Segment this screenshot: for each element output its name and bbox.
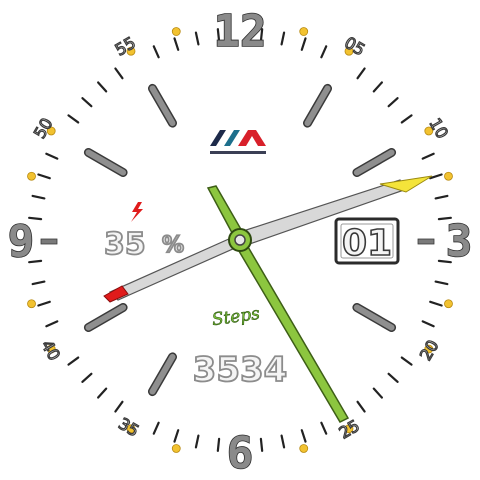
minute-tick xyxy=(97,387,108,399)
minute-tick xyxy=(28,216,43,221)
battery-unit: % xyxy=(162,233,184,258)
minute-tick xyxy=(300,37,307,51)
minute-tick xyxy=(216,28,221,43)
hour-dot xyxy=(344,46,354,56)
brand-logo-icon xyxy=(210,130,266,154)
minute-tick xyxy=(400,356,413,366)
second-hand xyxy=(103,175,433,303)
minute-tick xyxy=(372,81,383,93)
minute-tick xyxy=(45,320,59,328)
hour-bar xyxy=(353,304,395,331)
hour-bar xyxy=(353,149,395,176)
hour-dot xyxy=(27,171,36,181)
numeral-3-dash xyxy=(417,238,435,245)
minute-tick xyxy=(421,320,435,328)
minute-tick xyxy=(31,194,46,200)
minute-hand xyxy=(235,238,350,423)
date-day: 01 xyxy=(342,223,392,264)
hour-bar xyxy=(85,304,127,331)
minute-tick xyxy=(259,437,264,452)
minute-tick xyxy=(372,387,383,399)
hour-bar xyxy=(149,353,176,395)
minute-tick-marks xyxy=(28,28,452,452)
hour-bar xyxy=(149,85,176,127)
minute-tick xyxy=(81,97,93,108)
hour-dot xyxy=(344,424,354,434)
minute-tick xyxy=(387,97,399,108)
hour-dot xyxy=(171,27,181,36)
minute-tick xyxy=(173,429,180,443)
numeral-6: 6 xyxy=(227,428,254,479)
minute-tick xyxy=(320,421,328,435)
numeral-9-dash xyxy=(40,238,58,245)
minute-tick xyxy=(429,173,443,180)
hour-dot xyxy=(171,444,181,453)
hour-dot xyxy=(299,444,309,453)
minute-tick xyxy=(37,173,51,180)
hour-dot xyxy=(299,27,309,36)
minute-tick xyxy=(437,216,452,221)
date-window xyxy=(334,217,400,265)
numeral-9: 9 xyxy=(8,216,35,267)
minute-tick xyxy=(434,194,449,200)
minute-tick xyxy=(152,45,160,59)
minute-tick xyxy=(114,67,124,80)
hour-dot xyxy=(424,126,434,136)
minute-label-55: 55 xyxy=(112,33,139,60)
hour-bar xyxy=(85,149,127,176)
hour-dot xyxy=(444,171,453,181)
minute-tick xyxy=(173,37,180,51)
minute-label-10: 10 xyxy=(425,115,452,142)
battery-percent: 35 xyxy=(104,227,146,262)
minute-label-20: 20 xyxy=(416,337,443,364)
hour-dot xyxy=(46,126,56,136)
minute-tick xyxy=(114,400,124,413)
minute-label-35: 35 xyxy=(115,414,142,441)
minute-label-40: 40 xyxy=(37,337,64,364)
numeral-12: 12 xyxy=(214,6,267,57)
minute-tick xyxy=(67,356,80,366)
minute-tick xyxy=(194,434,200,449)
hour-dot xyxy=(444,299,453,309)
minute-tick xyxy=(28,259,43,264)
minute-tick xyxy=(437,259,452,264)
steps-count: 3534 xyxy=(193,350,288,390)
minute-tick xyxy=(320,45,328,59)
steps-label: Steps xyxy=(211,304,262,331)
minute-tick xyxy=(387,372,399,383)
minute-tick xyxy=(216,437,221,452)
minute-tick xyxy=(356,400,366,413)
watch-hands xyxy=(103,175,433,423)
lightning-bolt-icon xyxy=(131,202,143,222)
minute-label-05: 05 xyxy=(341,33,368,60)
minute-tick xyxy=(400,114,413,124)
minute-tick xyxy=(81,372,93,383)
minute-tick xyxy=(300,429,307,443)
hour-bar xyxy=(304,85,331,127)
minute-tick xyxy=(97,81,108,93)
minute-tick xyxy=(45,152,59,160)
minute-tick xyxy=(67,114,80,124)
minute-tick xyxy=(421,152,435,160)
minute-tick xyxy=(31,280,46,286)
minute-tick xyxy=(280,434,286,449)
hour-dot xyxy=(424,344,434,354)
hour-dot xyxy=(27,299,36,309)
minute-tick xyxy=(356,67,366,80)
minute-tick xyxy=(152,421,160,435)
minute-tick xyxy=(37,300,51,307)
hour-dot-markers xyxy=(27,27,453,453)
hour-dot xyxy=(46,344,56,354)
minute-tick xyxy=(434,280,449,286)
minute-tick xyxy=(194,31,200,46)
hour-dot xyxy=(126,46,136,56)
hour-dot xyxy=(126,424,136,434)
numeral-3: 3 xyxy=(446,216,473,267)
minute-tick xyxy=(259,28,264,43)
minute-tick xyxy=(429,300,443,307)
minute-label-50: 50 xyxy=(30,115,57,142)
minute-tick xyxy=(280,31,286,46)
